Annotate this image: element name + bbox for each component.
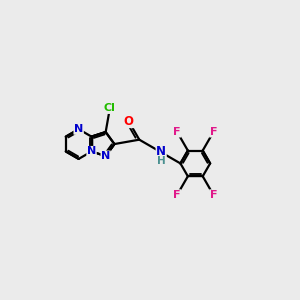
Text: H: H — [157, 156, 166, 166]
Text: O: O — [124, 115, 134, 128]
Text: F: F — [210, 127, 217, 137]
Text: N: N — [74, 124, 83, 134]
Text: N: N — [101, 151, 110, 161]
Text: N: N — [87, 146, 96, 157]
Text: F: F — [210, 190, 217, 200]
Text: F: F — [173, 190, 181, 200]
Text: N: N — [156, 145, 166, 158]
Text: F: F — [173, 127, 181, 137]
Text: Cl: Cl — [104, 103, 116, 113]
